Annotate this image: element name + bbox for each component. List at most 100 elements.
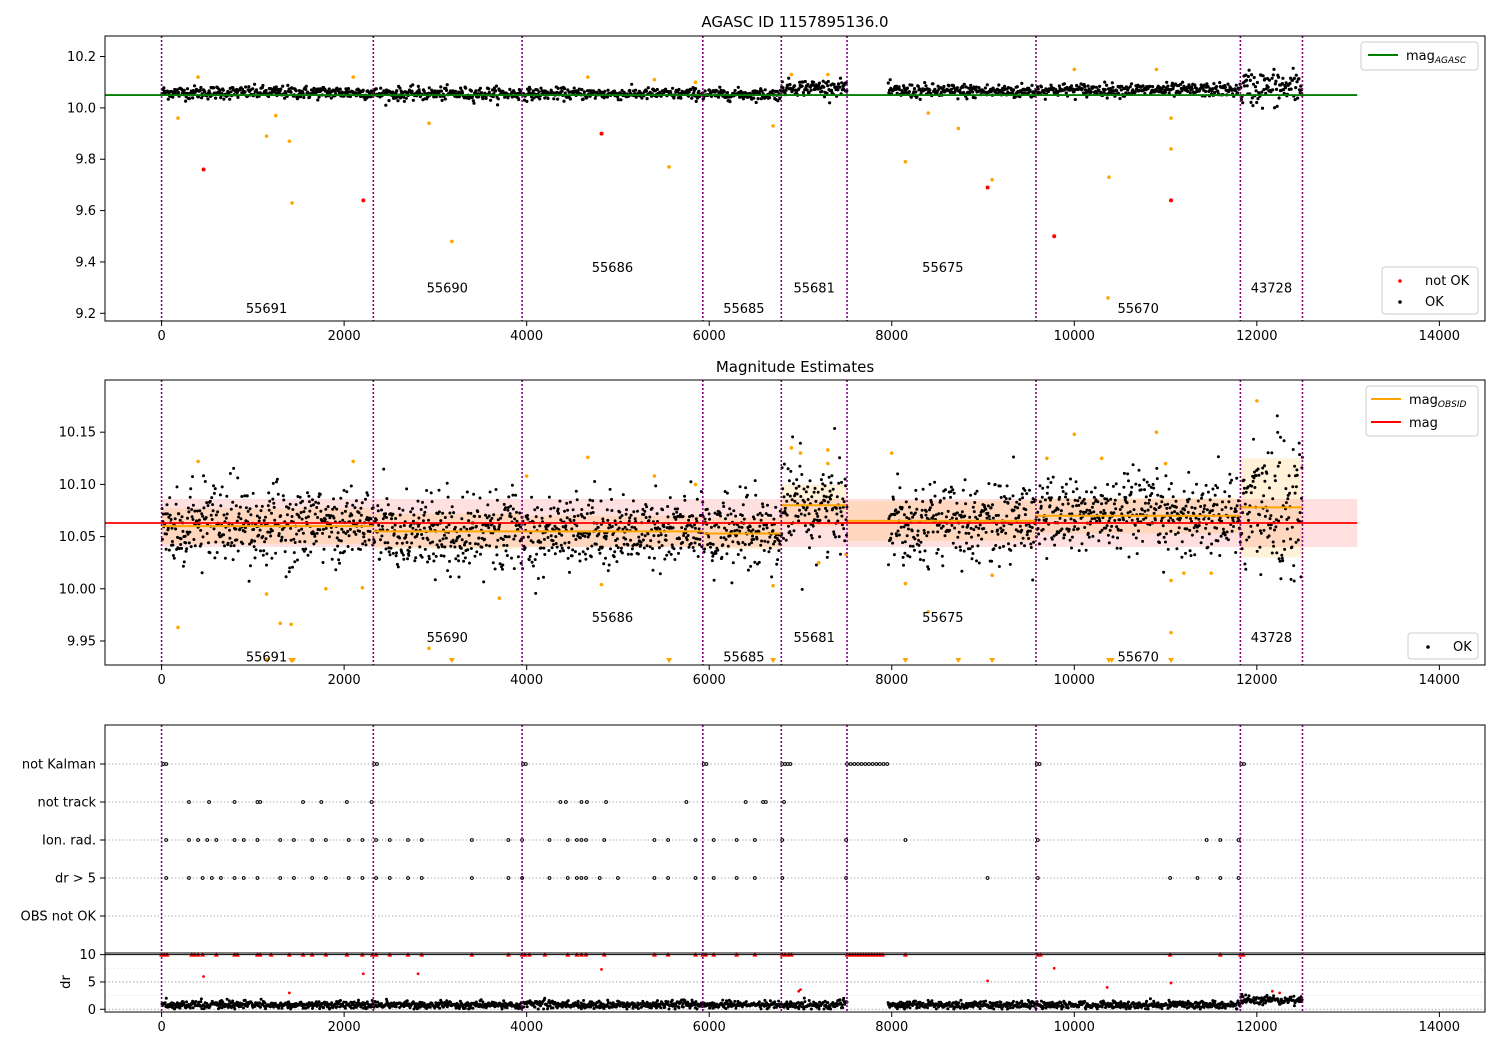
ok-point xyxy=(837,535,841,539)
ok-point xyxy=(646,86,650,90)
suspect-point xyxy=(903,581,908,586)
ok-point xyxy=(836,88,840,92)
legend-box xyxy=(1360,41,1479,71)
flag-point xyxy=(207,800,211,804)
ok-point xyxy=(391,551,395,555)
ok-point xyxy=(365,491,369,495)
ok-point xyxy=(1165,506,1169,510)
not-ok-point xyxy=(599,131,604,136)
ok-point xyxy=(908,555,912,559)
ok-point xyxy=(628,516,632,520)
ok-point xyxy=(206,504,210,508)
ok-point xyxy=(1054,508,1057,512)
ok-point xyxy=(828,489,832,493)
ok-point xyxy=(928,482,932,486)
ok-point xyxy=(313,512,317,516)
ok-point xyxy=(1029,542,1033,546)
ok-point xyxy=(712,578,716,582)
ok-point xyxy=(1049,496,1053,500)
ok-point xyxy=(1031,497,1035,501)
ok-point xyxy=(411,507,414,511)
flag-point xyxy=(574,876,579,880)
ok-point xyxy=(214,540,218,544)
ok-point xyxy=(949,87,954,91)
ok-point xyxy=(657,540,661,544)
ok-point xyxy=(1142,478,1146,482)
ok-point xyxy=(827,519,831,523)
ok-point xyxy=(213,487,217,491)
ok-point xyxy=(1284,501,1288,505)
suspect-point xyxy=(1163,461,1168,466)
not-ok-legend-marker xyxy=(1398,279,1402,283)
ok-point xyxy=(478,515,482,518)
ok-point xyxy=(745,493,749,497)
ok-point xyxy=(1073,498,1077,502)
ok-point xyxy=(644,516,648,519)
ok-point xyxy=(802,487,806,491)
ok-point xyxy=(792,482,795,486)
ok-point xyxy=(320,519,324,523)
ok-point xyxy=(555,545,559,549)
ok-point xyxy=(184,99,188,103)
suspect-point xyxy=(667,165,671,169)
ok-legend-marker xyxy=(1398,300,1402,304)
ok-point xyxy=(585,512,589,516)
ok-point xyxy=(1085,490,1088,494)
ok-point xyxy=(747,528,751,532)
ok-point xyxy=(465,490,469,494)
ok-point xyxy=(348,527,352,531)
ok-point xyxy=(413,559,417,563)
ok-point xyxy=(1030,83,1034,87)
ok-point xyxy=(1289,537,1292,541)
ok-point xyxy=(736,553,740,556)
ok-point xyxy=(191,96,195,100)
ok-point xyxy=(690,96,694,100)
x-tick-label: 12000 xyxy=(1236,329,1277,344)
ok-point xyxy=(898,88,902,92)
ok-point xyxy=(692,549,696,553)
ok-point xyxy=(691,514,695,518)
ok-point xyxy=(489,519,492,523)
ok-point xyxy=(187,97,191,101)
ok-point xyxy=(205,532,209,535)
dr-points xyxy=(160,992,1304,1011)
dr-point xyxy=(174,1005,178,1009)
ok-point xyxy=(798,464,802,468)
ok-point xyxy=(439,85,443,89)
ok-point xyxy=(1220,519,1224,523)
ok-point xyxy=(338,551,342,555)
ok-point xyxy=(534,515,538,519)
ok-point xyxy=(1135,552,1139,556)
ok-point xyxy=(689,87,693,92)
suspect-point xyxy=(798,451,803,455)
flag-point xyxy=(360,876,365,880)
ok-point xyxy=(406,557,409,561)
ok-point xyxy=(820,89,824,93)
ok-point xyxy=(349,484,353,488)
ok-point xyxy=(289,526,293,530)
ok-point xyxy=(782,495,786,499)
ok-point xyxy=(1267,523,1271,527)
ok-point xyxy=(235,519,239,523)
ok-point xyxy=(464,86,468,90)
ok-point xyxy=(212,86,216,90)
ok-point xyxy=(931,516,935,520)
ok-point xyxy=(1087,535,1091,539)
ok-point xyxy=(694,517,698,521)
dr-point xyxy=(199,997,203,1001)
ok-point xyxy=(459,546,463,550)
ok-point xyxy=(1017,514,1021,518)
ok-point xyxy=(346,87,351,91)
mag-legend-label: mag xyxy=(1409,416,1438,431)
ok-point xyxy=(587,503,591,507)
dr-point xyxy=(259,997,263,1001)
ok-point xyxy=(502,502,506,506)
ok-point xyxy=(1261,466,1265,470)
ok-point xyxy=(841,497,845,501)
ok-point xyxy=(1216,455,1220,459)
ok-point xyxy=(805,530,809,534)
ok-point xyxy=(358,529,362,533)
ok-point xyxy=(577,531,581,535)
ok-point xyxy=(838,456,842,460)
ok-point xyxy=(1285,518,1289,521)
